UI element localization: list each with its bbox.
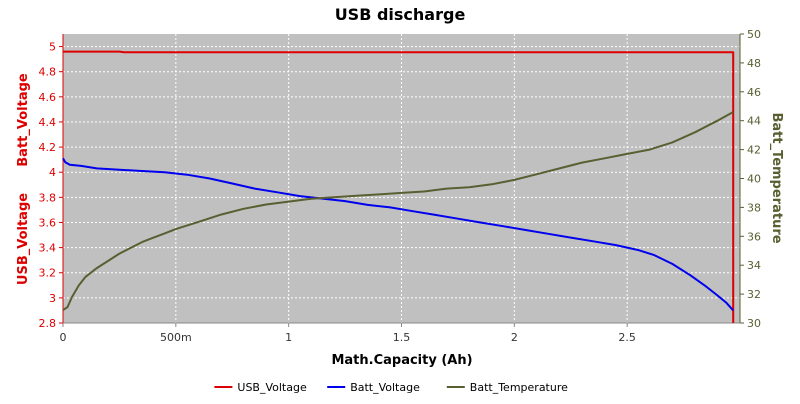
axes: 0 500m 1 1.5 2 2.5 2.8 3 3.2 3.4 3.6 3.8 4 4.2 4.4 4.6 4… bbox=[39, 28, 762, 344]
y-left-tick-label: 4.8 bbox=[39, 66, 57, 79]
y-right-tick-label: 32 bbox=[747, 288, 761, 301]
y-left-tick-label: 3.6 bbox=[39, 216, 57, 229]
legend-label-usb-voltage: USB_Voltage bbox=[237, 381, 307, 394]
x-tick-label: 500m bbox=[160, 331, 192, 344]
y-left-tick-label: 3.8 bbox=[39, 191, 57, 204]
y-right-tick-label: 42 bbox=[747, 144, 761, 157]
x-tick-label: 1.5 bbox=[393, 331, 411, 344]
chart-title: USB discharge bbox=[335, 5, 466, 24]
y-left-tick-label: 4.6 bbox=[39, 91, 57, 104]
y-left-tick-label: 4 bbox=[49, 166, 56, 179]
series-lines bbox=[62, 50, 735, 323]
series-line-usb-voltage bbox=[63, 50, 735, 323]
y-right-tick-label: 50 bbox=[747, 28, 761, 41]
y-right-tick-label: 34 bbox=[747, 259, 761, 272]
y-axis-label-usb-voltage: USB_Voltage bbox=[16, 193, 31, 285]
y-right-tick-label: 38 bbox=[747, 201, 761, 214]
x-axis-label: Math.Capacity (Ah) bbox=[331, 353, 472, 368]
y-right-tick-label: 48 bbox=[747, 57, 761, 70]
y-right-tick-label: 46 bbox=[747, 86, 761, 99]
y-right-tick-label: 30 bbox=[747, 317, 761, 330]
y-left-tick-label: 4.4 bbox=[39, 116, 57, 129]
y-left-tick-label: 3 bbox=[49, 292, 56, 305]
legend-label-batt-voltage: Batt_Voltage bbox=[350, 381, 420, 394]
y-right-tick-label: 44 bbox=[747, 115, 761, 128]
legend: USB_Voltage Batt_Voltage Batt_Temperature bbox=[214, 381, 568, 394]
y-axis-label-batt-temperature: Batt_Temperature bbox=[769, 112, 784, 243]
legend-label-batt-temperature: Batt_Temperature bbox=[470, 381, 568, 394]
y-left-tick-label: 3.4 bbox=[39, 242, 57, 255]
y-right-tick-label: 40 bbox=[747, 173, 761, 186]
x-tick-label: 2 bbox=[511, 331, 518, 344]
series-line-batt-voltage bbox=[62, 157, 734, 312]
x-tick-label: 0 bbox=[60, 331, 67, 344]
y-left-tick-label: 5 bbox=[49, 41, 56, 54]
y-axis-label-batt-voltage: Batt_Voltage bbox=[16, 73, 31, 167]
y-left-tick-label: 2.8 bbox=[39, 317, 57, 330]
y-left-tick-label: 4.2 bbox=[39, 141, 57, 154]
y-left-tick-label: 3.2 bbox=[39, 267, 57, 280]
x-tick-label: 1 bbox=[285, 331, 292, 344]
y-right-tick-label: 36 bbox=[747, 230, 761, 243]
x-tick-label: 2.5 bbox=[618, 331, 636, 344]
series-line-batt-temperature bbox=[62, 111, 734, 311]
